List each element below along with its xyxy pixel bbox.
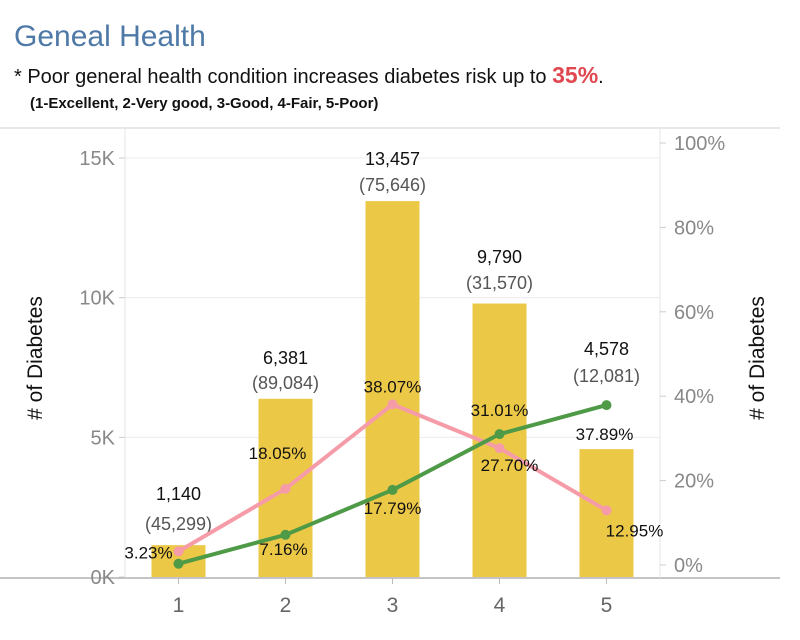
y-tick-label-left: 0K [91, 567, 116, 589]
pink-point [601, 505, 612, 516]
pink-point-label: 18.05% [249, 444, 307, 463]
bar-value-label: 4,578 [584, 339, 629, 359]
green-point-label: 31.01% [471, 401, 529, 420]
green-point [387, 484, 398, 495]
chart-title: Geneal Health [14, 20, 206, 53]
pink-point [387, 399, 398, 410]
y-tick-label-left: 10K [79, 288, 115, 310]
pink-point [280, 483, 291, 494]
bar-value-label: 6,381 [263, 348, 308, 368]
pink-point-label: 12.95% [606, 521, 664, 540]
y-tick-label-left: 15K [79, 148, 115, 170]
y-tick-label-right: 100% [674, 133, 725, 155]
bar-count-label: (31,570) [466, 273, 533, 293]
bar-value-label: 9,790 [477, 247, 522, 267]
pink-point-label: 27.70% [481, 456, 539, 475]
green-point-label: 7.16% [259, 540, 307, 559]
y-tick-label-right: 0% [674, 555, 703, 577]
bar-value-label: 13,457 [365, 149, 420, 169]
y-tick-label-left: 5K [91, 427, 116, 449]
y-axis-title-right: # of Diabetes [746, 296, 769, 420]
pink-point [494, 443, 505, 454]
y-tick-label-right: 20% [674, 471, 714, 493]
pink-point [173, 546, 184, 557]
bar-value-label: 1,140 [156, 484, 201, 504]
subtitle-text: * Poor general health condition increase… [14, 66, 553, 88]
x-tick-label: 2 [280, 594, 292, 617]
green-point-label: 17.79% [364, 499, 422, 518]
x-tick-label: 3 [387, 594, 399, 617]
scale-legend: (1-Excellent, 2-Very good, 3-Good, 4-Fai… [30, 95, 379, 112]
subtitle-suffix: . [598, 66, 604, 88]
x-tick-label: 5 [601, 594, 613, 617]
pink-point-label: 3.23% [124, 543, 172, 562]
bar-count-label: (75,646) [359, 175, 426, 195]
x-tick-label: 1 [173, 594, 185, 617]
y-tick-label-right: 60% [674, 302, 714, 324]
pink-point-label: 38.07% [364, 377, 422, 396]
green-point-label: 37.89% [576, 425, 634, 444]
green-point [280, 529, 291, 540]
green-point [601, 400, 612, 411]
bar-count-label: (45,299) [145, 514, 212, 534]
subtitle-highlight: 35% [552, 62, 599, 88]
green-point [173, 558, 184, 569]
x-tick-label: 4 [494, 594, 506, 617]
bar [365, 201, 420, 577]
bar-count-label: (89,084) [252, 373, 319, 393]
y-tick-label-right: 40% [674, 386, 714, 408]
y-axis-title-left: # of Diabetes [24, 296, 47, 420]
green-point [494, 429, 505, 440]
chart-subtitle: * Poor general health condition increase… [14, 62, 604, 89]
bar-count-label: (12,081) [573, 366, 640, 386]
y-tick-label-right: 80% [674, 217, 714, 239]
